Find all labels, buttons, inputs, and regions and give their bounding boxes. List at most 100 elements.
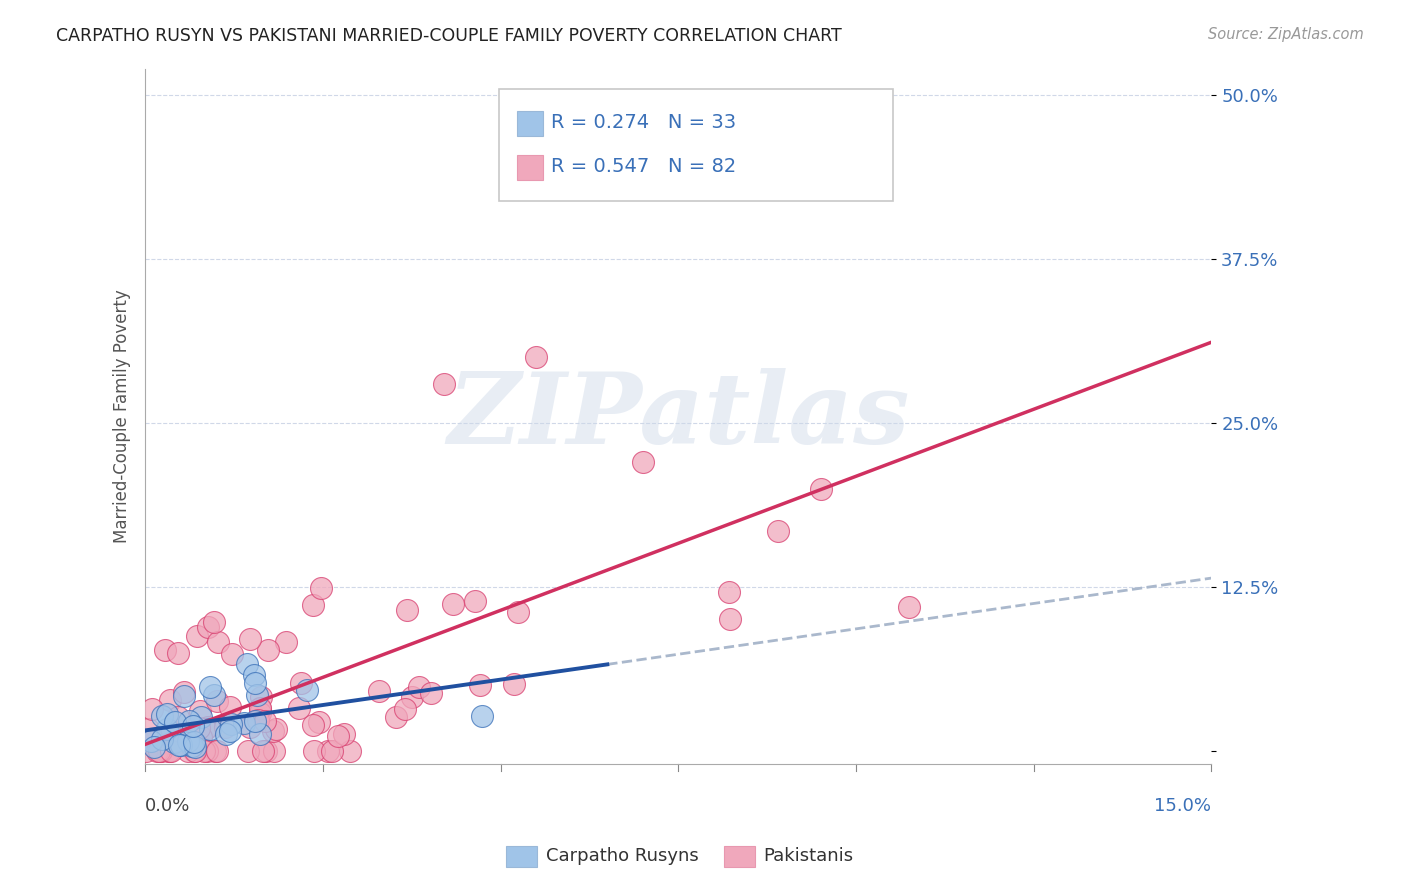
Point xyxy=(205,744,228,758)
Point xyxy=(243,675,266,690)
Point xyxy=(177,714,200,728)
Point xyxy=(308,714,330,729)
Point xyxy=(249,701,271,715)
Point xyxy=(263,744,285,758)
Point xyxy=(188,704,211,718)
Point xyxy=(173,689,195,703)
Point xyxy=(149,744,172,758)
Point xyxy=(304,744,326,758)
Point xyxy=(232,715,254,730)
Point xyxy=(301,717,323,731)
Point xyxy=(148,744,170,758)
Point xyxy=(197,744,219,758)
Point xyxy=(198,681,221,695)
Point xyxy=(242,667,264,681)
Point xyxy=(163,715,186,730)
Point xyxy=(184,744,207,758)
Point xyxy=(262,724,284,739)
Point xyxy=(150,744,173,758)
Point xyxy=(441,597,464,611)
Point xyxy=(247,714,270,728)
Point xyxy=(254,744,277,758)
Text: Carpatho Rusyns: Carpatho Rusyns xyxy=(546,847,699,865)
Point xyxy=(166,710,188,724)
Point xyxy=(156,706,179,721)
Point xyxy=(219,700,242,714)
Point xyxy=(141,731,163,746)
Point xyxy=(197,620,219,634)
Point xyxy=(249,701,271,715)
Point xyxy=(135,744,157,758)
Text: R = 0.547   N = 82: R = 0.547 N = 82 xyxy=(551,157,737,177)
Point xyxy=(197,720,219,734)
Point xyxy=(245,714,267,728)
Point xyxy=(136,723,159,737)
Point xyxy=(368,684,391,698)
Point xyxy=(250,690,273,704)
Point xyxy=(401,690,423,705)
Point xyxy=(157,744,180,758)
Point xyxy=(752,179,775,194)
Point xyxy=(194,722,217,736)
Text: 0.0%: 0.0% xyxy=(145,797,191,815)
Point xyxy=(433,376,456,391)
Point xyxy=(183,739,205,754)
Point xyxy=(186,629,208,643)
Text: ZIPatlas: ZIPatlas xyxy=(447,368,910,465)
Point xyxy=(419,686,441,700)
Point xyxy=(160,744,183,758)
Point xyxy=(221,648,243,662)
Point xyxy=(219,724,242,739)
Point xyxy=(188,721,211,735)
Point xyxy=(177,734,200,748)
Point xyxy=(631,455,654,469)
Point xyxy=(239,720,262,734)
Point xyxy=(204,744,226,758)
Text: CARPATHO RUSYN VS PAKISTANI MARRIED-COUPLE FAMILY POVERTY CORRELATION CHART: CARPATHO RUSYN VS PAKISTANI MARRIED-COUP… xyxy=(56,27,842,45)
Text: Source: ZipAtlas.com: Source: ZipAtlas.com xyxy=(1208,27,1364,42)
Y-axis label: Married-Couple Family Poverty: Married-Couple Family Poverty xyxy=(114,290,131,543)
Point xyxy=(236,657,259,671)
Point xyxy=(163,735,186,749)
Point xyxy=(193,744,215,758)
Text: R = 0.274   N = 33: R = 0.274 N = 33 xyxy=(551,112,737,132)
Point xyxy=(183,719,205,733)
Point xyxy=(309,581,332,595)
Point xyxy=(898,599,921,614)
Point xyxy=(408,680,430,694)
Point xyxy=(159,693,181,707)
Point xyxy=(152,732,174,747)
Point xyxy=(202,615,225,629)
Point xyxy=(253,714,276,728)
Point xyxy=(219,716,242,731)
Point xyxy=(239,632,262,646)
Point xyxy=(249,727,271,741)
Point xyxy=(142,739,165,754)
Point xyxy=(274,635,297,649)
Point xyxy=(181,739,204,754)
Point xyxy=(470,678,492,692)
Point xyxy=(471,708,494,723)
Point xyxy=(215,727,238,741)
Point xyxy=(190,710,212,724)
Point xyxy=(170,738,193,752)
Point xyxy=(146,744,169,758)
Point xyxy=(385,710,408,724)
Point xyxy=(339,744,361,758)
Text: 15.0%: 15.0% xyxy=(1154,797,1212,815)
Point xyxy=(394,702,416,716)
Text: Pakistanis: Pakistanis xyxy=(763,847,853,865)
Point xyxy=(155,642,177,657)
Point xyxy=(295,682,318,697)
Point xyxy=(150,709,173,723)
Point xyxy=(717,585,740,599)
Point xyxy=(157,744,180,758)
Point xyxy=(396,603,419,617)
Point xyxy=(167,738,190,752)
Point xyxy=(502,677,524,691)
Point xyxy=(207,634,229,648)
Point xyxy=(321,744,343,758)
Point xyxy=(257,642,280,657)
Point xyxy=(183,734,205,748)
Point xyxy=(508,605,530,619)
